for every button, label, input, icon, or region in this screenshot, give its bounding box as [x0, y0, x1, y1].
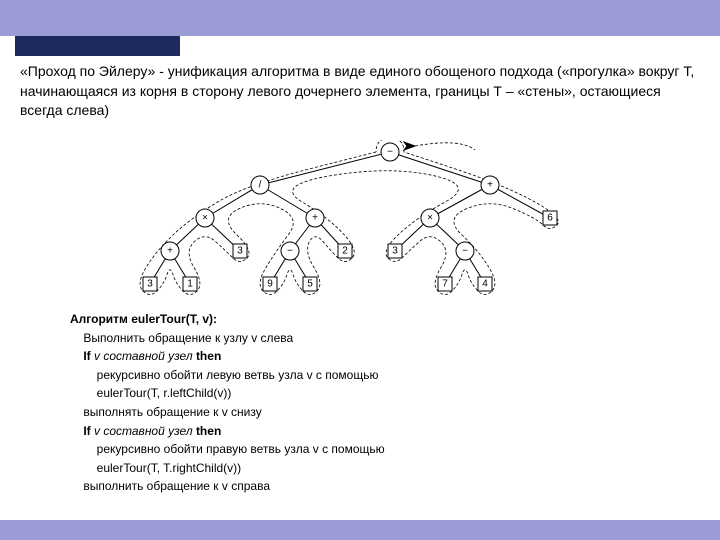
algo-l2a: If — [83, 349, 94, 363]
svg-text:7: 7 — [442, 279, 448, 290]
tree-node: 6 — [543, 211, 557, 225]
tree-node: + — [306, 209, 324, 227]
tree-svg: − / + × + × 6 +3 − 2 3 − 3 1 9 5 7 4 — [130, 140, 580, 295]
svg-text:6: 6 — [547, 213, 553, 224]
svg-text:1: 1 — [187, 279, 193, 290]
footer-purple-bar — [0, 520, 720, 540]
svg-text:3: 3 — [392, 246, 398, 257]
svg-text:−: − — [462, 246, 468, 257]
tree-edge — [205, 185, 260, 218]
tree-edge — [430, 185, 490, 218]
svg-text:×: × — [202, 213, 208, 224]
tree-node: × — [196, 209, 214, 227]
algo-l7: рекурсивно обойти правую ветвь узла v с … — [97, 442, 385, 456]
svg-text:2: 2 — [342, 246, 348, 257]
svg-text:+: + — [487, 180, 493, 191]
svg-text:3: 3 — [147, 279, 153, 290]
algo-l6a: If — [83, 424, 94, 438]
algo-l5: выполнять обращение к v снизу — [83, 405, 261, 419]
tree-node: × — [421, 209, 439, 227]
tree-node: 3 — [388, 244, 402, 258]
svg-text:−: − — [287, 246, 293, 257]
algo-l2b: v составной узел — [94, 349, 196, 363]
header-purple-bar — [0, 0, 720, 36]
algo-l2c: then — [196, 349, 221, 363]
tree-node: 1 — [183, 277, 197, 291]
tree-edge — [260, 152, 390, 185]
euler-tree-diagram: − / + × + × 6 +3 − 2 3 − 3 1 9 5 7 4 — [130, 140, 580, 295]
algo-l9: выполнить обращение к v справа — [83, 479, 270, 493]
svg-text:9: 9 — [267, 279, 273, 290]
tree-node: 3 — [143, 277, 157, 291]
tree-node: 5 — [303, 277, 317, 291]
algo-title: Алгоритм eulerTour(T, v): — [70, 312, 217, 326]
algo-l6b: v составной узел — [94, 424, 196, 438]
tree-node: + — [161, 242, 179, 260]
svg-text:5: 5 — [307, 279, 313, 290]
tree-node: − — [456, 242, 474, 260]
svg-text:+: + — [312, 213, 318, 224]
tree-node: 2 — [338, 244, 352, 258]
algo-l3: рекурсивно обойти левую ветвь узла v с п… — [97, 368, 379, 382]
svg-text:4: 4 — [482, 279, 488, 290]
tree-node: − — [281, 242, 299, 260]
description-text: «Проход по Эйлеру» - унификация алгоритм… — [20, 62, 700, 121]
title-box — [15, 36, 180, 56]
svg-text:3: 3 — [237, 246, 243, 257]
svg-text:/: / — [259, 180, 262, 191]
tree-node: 3 — [233, 244, 247, 258]
tree-node: − — [381, 143, 399, 161]
tree-edge — [490, 185, 550, 218]
svg-text:×: × — [427, 213, 433, 224]
tree-node: / — [251, 176, 269, 194]
tree-edge — [390, 152, 490, 185]
algo-l6c: then — [196, 424, 221, 438]
algo-l1: Выполнить обращение к узлу v слева — [83, 331, 293, 345]
algo-l8: eulerTour(T, T.rightChild(v)) — [97, 461, 242, 475]
tree-node: 7 — [438, 277, 452, 291]
tree-node: 4 — [478, 277, 492, 291]
tree-node: 9 — [263, 277, 277, 291]
svg-text:+: + — [167, 246, 173, 257]
svg-text:−: − — [387, 147, 393, 158]
arrow-tail — [415, 143, 475, 150]
algo-l4: eulerTour(T, r.leftChild(v)) — [97, 386, 232, 400]
arrow-head — [404, 142, 415, 150]
tree-node: + — [481, 176, 499, 194]
algorithm-block: Алгоритм eulerTour(T, v): Выполнить обра… — [70, 310, 385, 496]
